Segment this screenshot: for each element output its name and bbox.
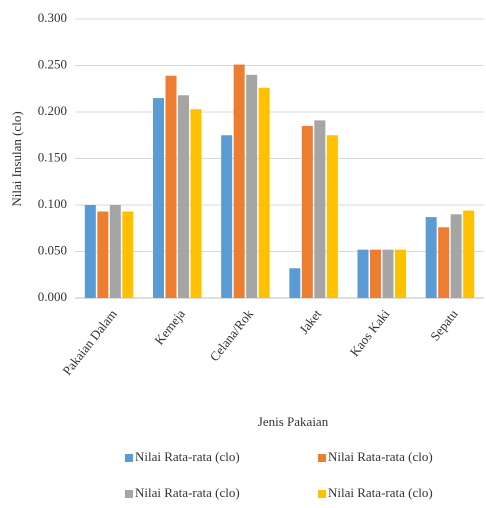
bar (438, 227, 450, 298)
bar (165, 75, 177, 298)
bar (233, 64, 245, 298)
bar (463, 210, 475, 298)
bar (178, 95, 189, 298)
bar (370, 249, 381, 298)
bar (122, 211, 134, 298)
bar (190, 109, 202, 299)
bar (153, 98, 164, 298)
x-tick-label: Jaket (296, 306, 325, 337)
bar (301, 125, 313, 298)
y-tick-label: 0.000 (38, 289, 67, 304)
bar (395, 249, 406, 298)
y-tick-label: 0.200 (38, 103, 67, 118)
legend-label: Nilai Rata-rata (clo) (135, 485, 240, 500)
bar (289, 268, 301, 298)
bar (314, 120, 326, 299)
bar (84, 205, 96, 298)
y-tick-label: 0.150 (38, 149, 67, 164)
x-tick-label: Celana/Rok (207, 306, 257, 364)
legend-swatch (125, 490, 133, 498)
bar (382, 249, 394, 298)
legend-label: Nilai Rata-rata (clo) (328, 485, 433, 500)
x-axis-label: Jenis Pakaian (258, 414, 329, 429)
y-axis-label: Nilai Insulan (clo) (9, 111, 24, 206)
bar (450, 214, 462, 298)
x-tick-label: Pakaian Dalam (59, 306, 119, 378)
bar (425, 217, 437, 298)
legend-swatch (125, 454, 133, 462)
legend-swatch (318, 454, 326, 462)
bar (97, 211, 109, 298)
y-tick-label: 0.100 (38, 196, 67, 211)
bar (326, 135, 338, 298)
bar (357, 249, 369, 298)
y-tick-label: 0.250 (38, 56, 67, 71)
x-tick-label: Kemeja (151, 306, 188, 347)
legend-label: Nilai Rata-rata (clo) (135, 449, 240, 464)
y-tick-label: 0.050 (38, 242, 67, 257)
x-tick-label: Kaos Kaki (347, 306, 393, 359)
legend-swatch (318, 490, 326, 498)
bar (258, 87, 270, 298)
bar (221, 135, 233, 298)
x-tick-label: Sepatu (427, 306, 461, 344)
y-tick-label: 0.300 (38, 10, 67, 25)
bar (109, 205, 121, 298)
legend-label: Nilai Rata-rata (clo) (328, 449, 433, 464)
bar (246, 74, 258, 298)
